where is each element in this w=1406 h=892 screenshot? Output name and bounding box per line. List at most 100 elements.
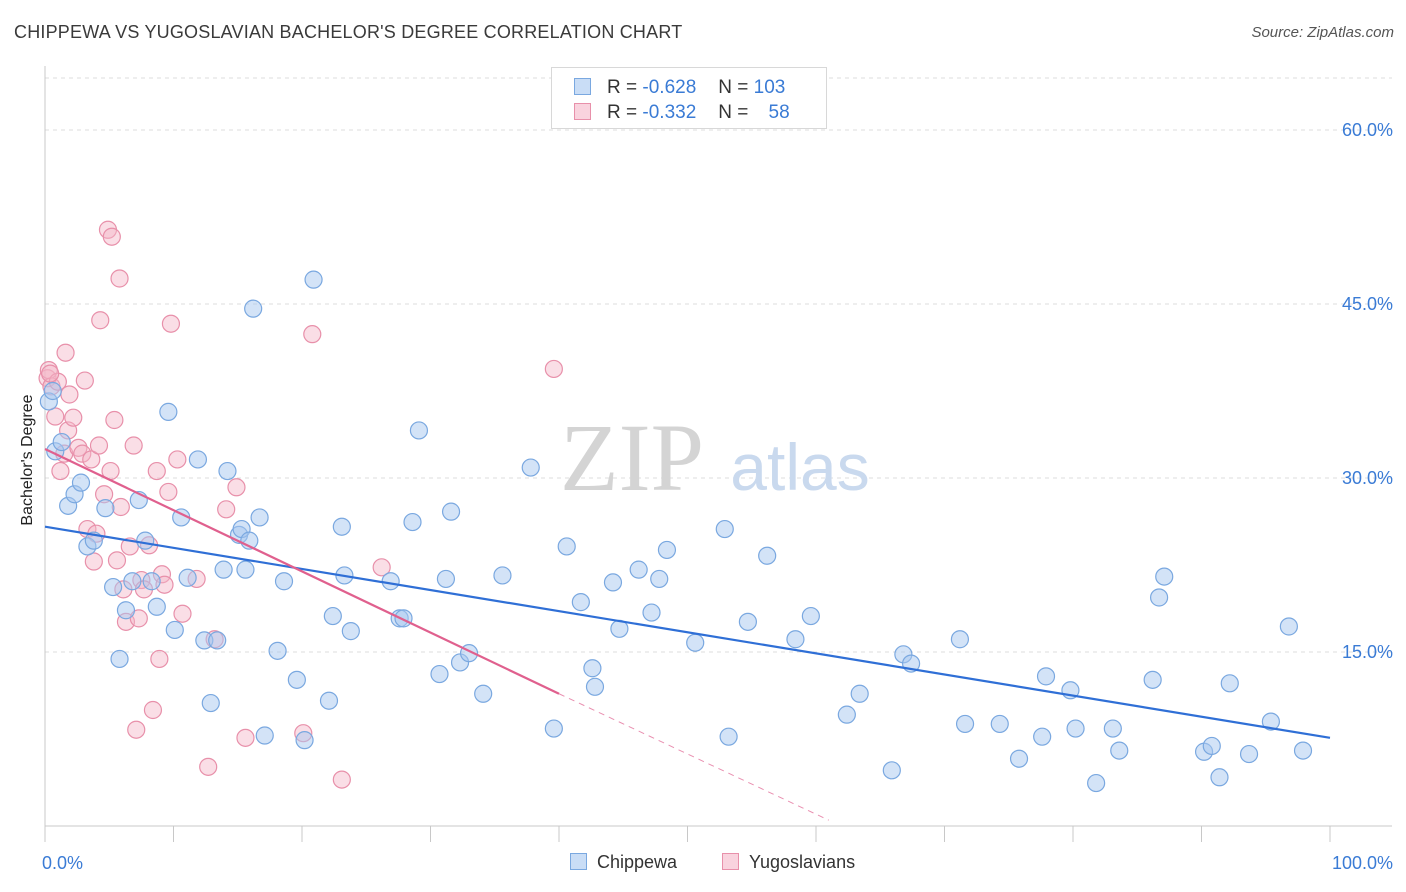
watermark: ZIP atlas [560, 404, 870, 511]
yugoslavians-point [84, 552, 103, 571]
chippewa-point [1202, 736, 1221, 756]
chippewa-point [332, 517, 351, 536]
chippewa-point [255, 726, 274, 745]
yugoslavians-point [75, 371, 94, 390]
chippewa-point [715, 519, 734, 539]
chippewa-point [123, 572, 142, 591]
chippewa-point [583, 659, 602, 678]
chippewa-point [268, 641, 287, 660]
chippewa-point [319, 691, 339, 710]
n-value: 58 [768, 102, 790, 123]
chippewa-point [1279, 617, 1298, 636]
chippewa-point [409, 421, 429, 440]
chippewa-swatch [570, 853, 587, 870]
chippewa-point [441, 502, 461, 521]
source-label: Source: ZipAtlas.com [1251, 24, 1394, 41]
chippewa-point [474, 684, 493, 703]
chippewa-point [214, 560, 233, 579]
chippewa-point [110, 649, 129, 669]
yugoslavians-point [82, 450, 101, 469]
legend-label: Chippewa [597, 852, 678, 872]
chippewa-point [436, 569, 456, 589]
chippewa-point [165, 620, 184, 640]
legend-item-yugoslavians: Yugoslavians [722, 852, 855, 873]
chippewa-point [104, 577, 123, 597]
yugoslavians-point [227, 478, 246, 497]
chippewa-point [287, 670, 306, 689]
chippewa-point [955, 714, 975, 734]
r-label: R = [607, 77, 638, 98]
chippewa-point [1009, 749, 1029, 768]
yugoslavians-swatch [722, 853, 739, 870]
series-yugoslavians [38, 220, 563, 789]
r-label: R = [607, 102, 638, 123]
chippewa-point [188, 450, 208, 469]
x-tick-label: 0.0% [42, 853, 83, 873]
yugoslavians-point [46, 407, 65, 426]
yugoslavians-point [89, 436, 109, 455]
chippewa-point [837, 705, 856, 724]
chippewa-point [642, 603, 661, 622]
yugoslavians-swatch [574, 103, 591, 120]
chippewa-point [1293, 741, 1313, 760]
chippewa-point [1036, 667, 1056, 686]
correlation-legend: R = -0.628 N = 103 R = -0.332 N = 58 [551, 67, 827, 129]
chippewa-point [218, 461, 237, 481]
chippewa-point [850, 684, 869, 703]
yugoslavians-point [124, 436, 143, 455]
chippewa-point [136, 531, 155, 550]
yugoslavians-point [51, 461, 70, 481]
yugoslavians-trend-extension [558, 693, 830, 821]
chippewa-point [686, 633, 705, 652]
yugoslavians-point [127, 720, 146, 739]
chippewa-point [1155, 567, 1174, 586]
chippewa-point [147, 597, 166, 616]
chippewa-point [116, 601, 136, 620]
yugoslavians-point [105, 410, 124, 430]
y-axis-label: Bachelor's Degree [19, 394, 36, 526]
chippewa-point [1066, 719, 1085, 738]
chippewa-point [1087, 773, 1106, 793]
yugoslavians-point [111, 497, 130, 517]
r-value: -0.628 [642, 77, 697, 98]
chippewa-point [801, 606, 820, 626]
chippewa-point [521, 458, 540, 477]
chippewa-point [244, 299, 263, 318]
chippewa-point [178, 568, 197, 587]
y-tick-label: 30.0% [1342, 468, 1393, 488]
chippewa-point [52, 432, 71, 452]
yugoslavians-point [147, 461, 166, 481]
chippewa-point [882, 761, 901, 780]
chippewa-point [1239, 744, 1259, 764]
legend-label: Yugoslavians [749, 852, 856, 872]
y-tick-label: 45.0% [1342, 294, 1393, 314]
chippewa-point [1261, 712, 1280, 731]
chippewa-point [295, 731, 314, 750]
yugoslavians-point [73, 444, 92, 463]
chippewa-point [71, 473, 91, 492]
chippewa-point [43, 381, 62, 401]
chippewa-point [201, 693, 220, 713]
n-label: N = [718, 77, 749, 98]
chippewa-point [719, 727, 738, 746]
trend-lines [44, 448, 1331, 821]
chippewa-point [1110, 741, 1129, 760]
yugoslavians-point [199, 757, 218, 776]
chippewa-point [557, 537, 576, 556]
chippewa-point [142, 572, 161, 591]
chippewa-point [1210, 768, 1229, 787]
y-tick-label: 15.0% [1342, 642, 1393, 662]
series-legend: Chippewa Yugoslavians [0, 852, 1406, 878]
axes [44, 66, 1392, 842]
chippewa-point [96, 499, 115, 518]
chippewa-point [650, 569, 669, 589]
chippewa-point [381, 572, 400, 591]
chart-title: CHIPPEWA VS YUGOSLAVIAN BACHELOR'S DEGRE… [14, 22, 683, 42]
yugoslavians-point [159, 482, 178, 502]
yugoslavians-point [332, 770, 351, 789]
chippewa-point [304, 270, 323, 289]
chippewa-point [629, 560, 648, 579]
chippewa-point [1143, 670, 1162, 689]
chippewa-point [430, 664, 449, 684]
